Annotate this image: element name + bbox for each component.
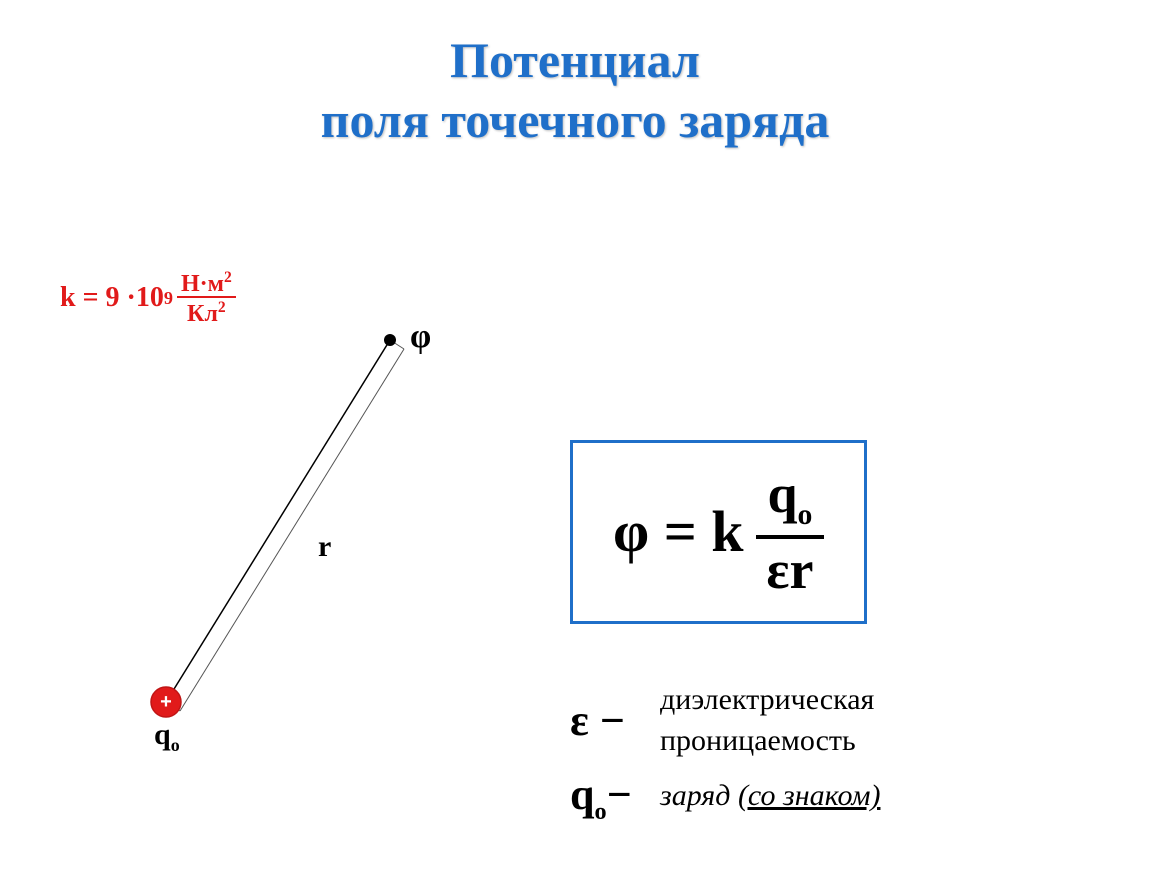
field-point-dot xyxy=(384,334,396,346)
title-line-2: поля точечного заряда xyxy=(0,90,1150,150)
q0-label: qo xyxy=(154,718,180,756)
phi-label: φ xyxy=(410,318,431,356)
k-exponent: 9 xyxy=(164,288,173,309)
coulomb-constant: k = 9 ·109 Н·м2 Кл2 xyxy=(60,270,236,326)
k-units-denominator: Кл2 xyxy=(187,298,226,326)
eps-definition: ε − диэлектрическая проницаемость xyxy=(570,680,880,761)
r-label: r xyxy=(318,530,331,564)
eps-description: диэлектрическая проницаемость xyxy=(660,680,874,761)
formula-denominator: εr xyxy=(766,539,813,597)
page-title: Потенциал поля точечного заряда xyxy=(0,30,1150,150)
formula-numerator: qo xyxy=(756,467,825,539)
definitions-block: ε − диэлектрическая проницаемость qо− за… xyxy=(570,680,880,832)
eps-symbol: ε − xyxy=(570,691,660,750)
title-line-1: Потенциал xyxy=(0,30,1150,90)
q0-symbol: qо− xyxy=(570,765,660,828)
formula-lhs: φ = k xyxy=(613,498,744,565)
radius-line xyxy=(166,340,390,702)
q0-description: заряд (со знаком) xyxy=(660,776,880,817)
potential-formula: φ = k qo εr xyxy=(613,467,824,597)
k-units-fraction: Н·м2 Кл2 xyxy=(177,270,236,326)
plus-icon: + xyxy=(160,691,172,713)
r-bracket xyxy=(166,340,404,711)
charge-diagram: + φ r qo xyxy=(80,330,460,750)
potential-formula-box: φ = k qo εr xyxy=(570,440,867,624)
q0-definition: qо− заряд (со знаком) xyxy=(570,765,880,828)
k-units-numerator: Н·м2 xyxy=(177,270,236,298)
k-prefix: k = 9 ·10 xyxy=(60,282,164,314)
formula-fraction: qo εr xyxy=(756,467,825,597)
diagram-svg: + xyxy=(80,330,460,750)
